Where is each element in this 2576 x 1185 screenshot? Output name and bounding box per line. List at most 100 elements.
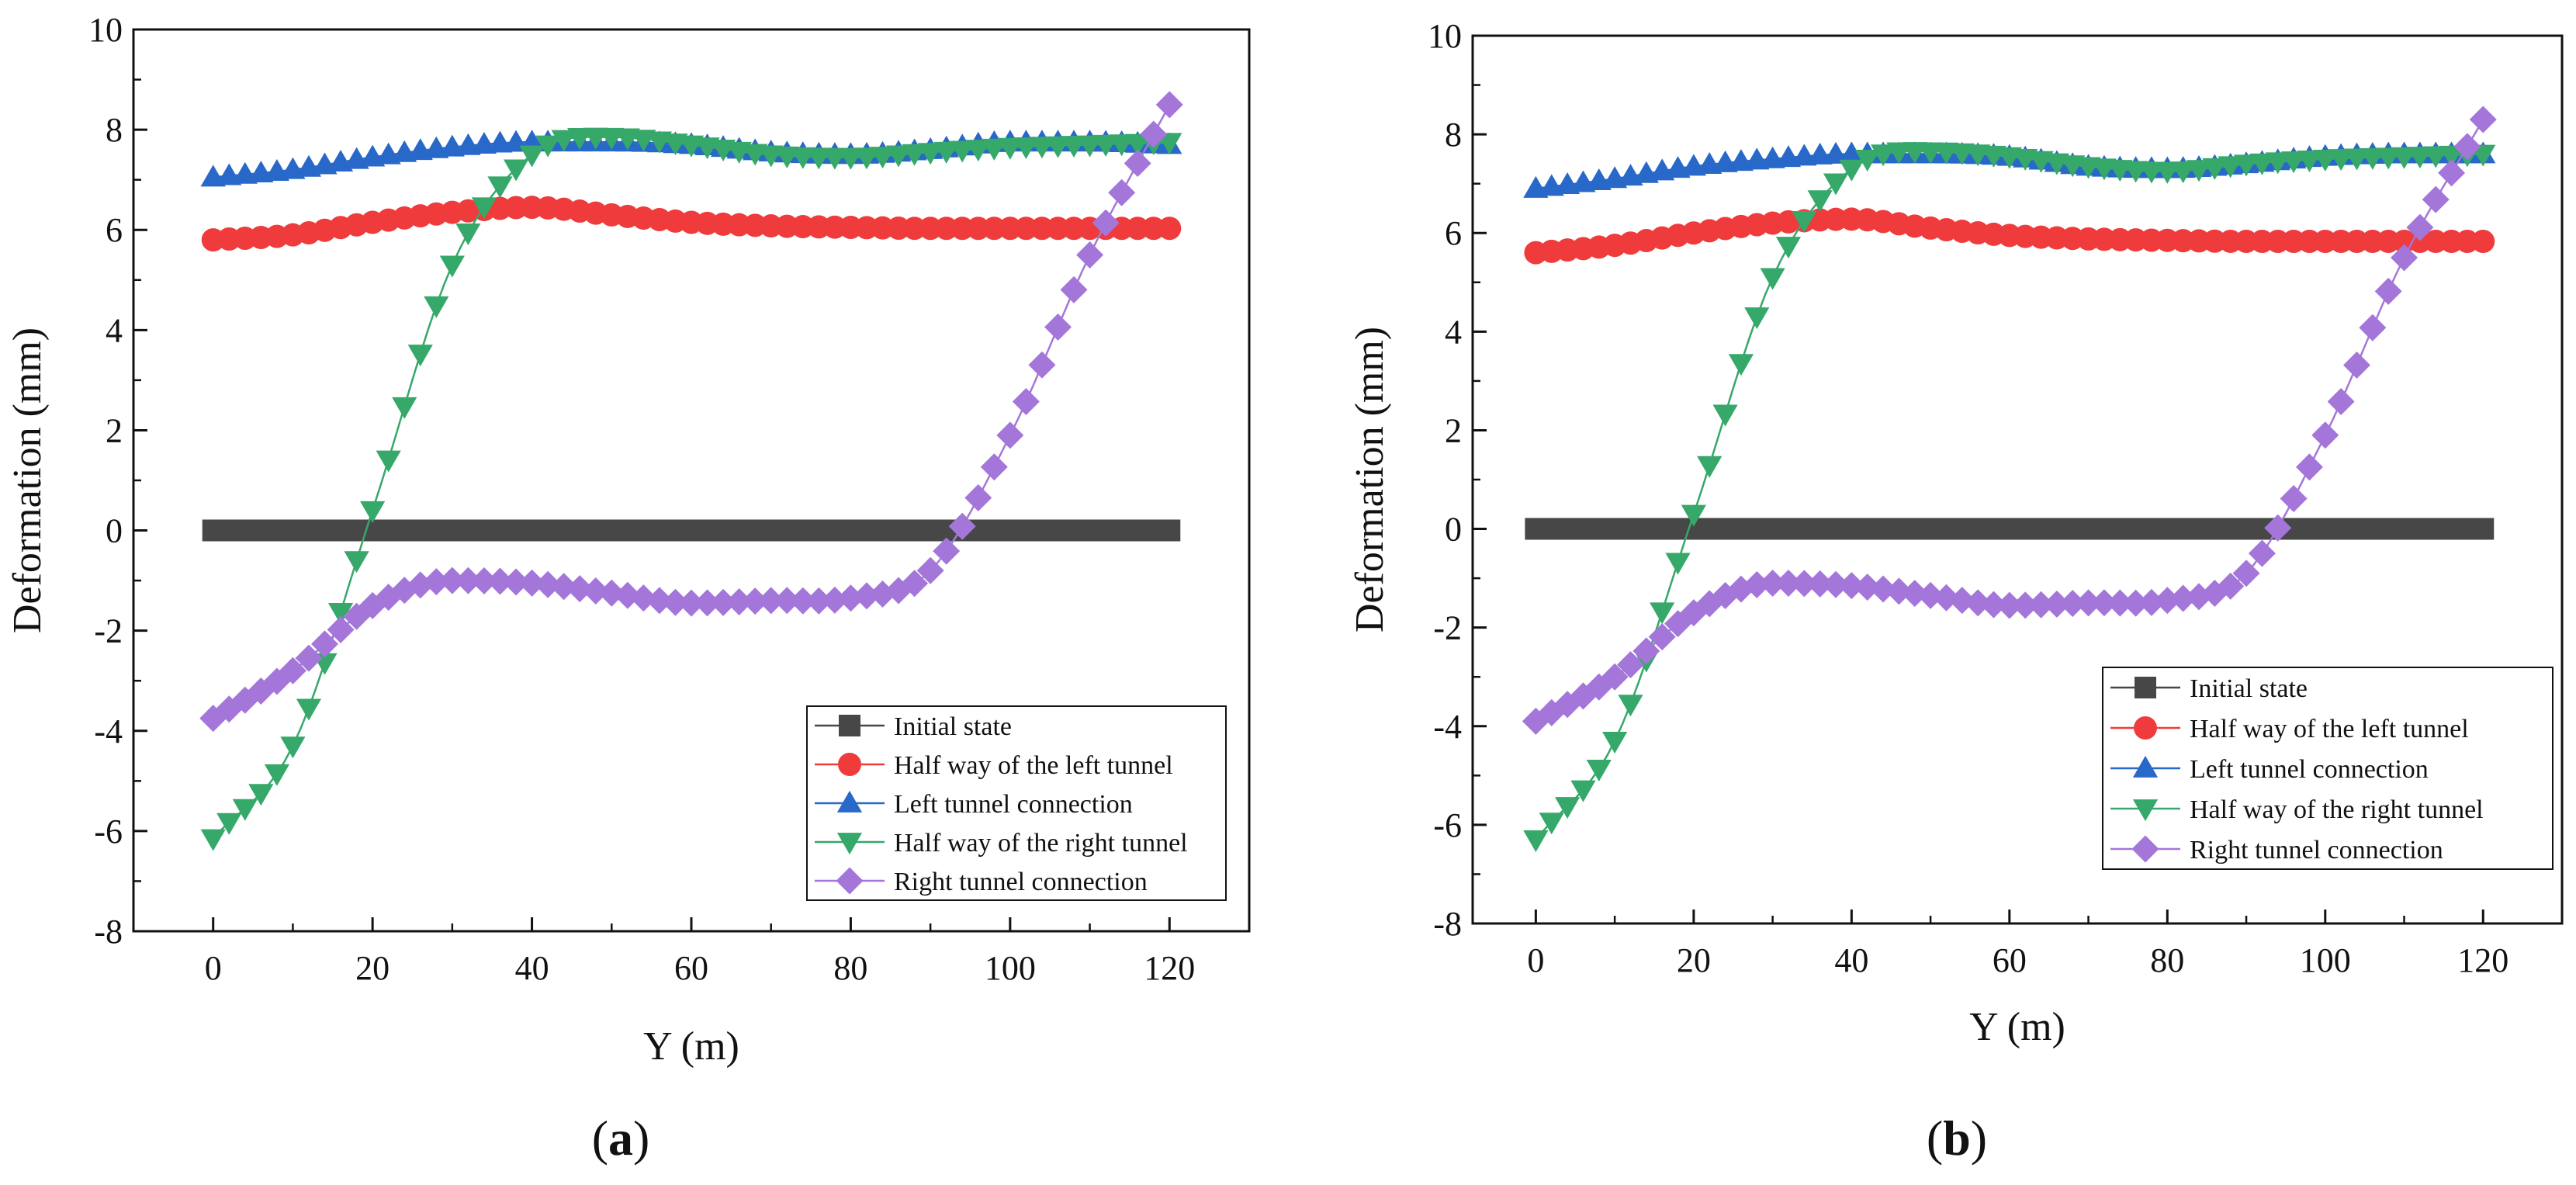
data-point-diamond [1759,569,1787,597]
data-point-triangle-down [2391,147,2417,169]
legend-item: Half way of the left tunnel [815,751,1173,780]
data-point-diamond [1869,575,1897,603]
legend-item: Left tunnel connection [2110,755,2429,784]
x-tick-label: 40 [515,949,549,987]
data-point-diamond [1822,570,1850,598]
data-point-diamond [1616,651,1644,679]
data-point-triangle-down [1045,136,1071,158]
data-point-diamond [2248,539,2276,567]
legend-marker [836,790,863,813]
data-point-diamond [2311,421,2339,449]
data-point-circle [1126,217,1150,241]
data-point-triangle-down [2360,147,2385,170]
data-point-diamond [2342,352,2370,379]
data-point-diamond [901,570,929,598]
data-point-triangle-down [200,829,226,851]
x-axis-title: Y (m) [1969,1005,2065,1049]
x-tick-label: 100 [2300,941,2351,979]
data-point-diamond [454,567,482,594]
data-point-diamond [1076,241,1104,269]
legend-marker [2132,799,2159,822]
data-point-triangle-down [280,736,306,759]
data-point-triangle-down [902,144,927,166]
data-point-diamond [2027,591,2055,618]
data-point-diamond [2217,572,2245,600]
data-point-diamond [2232,560,2260,587]
data-point-triangle-down [2280,151,2307,174]
data-point-circle [919,217,943,241]
data-point-triangle-down [2233,154,2259,177]
data-point-diamond [2453,133,2481,161]
panel-label-letter: a [608,1111,633,1166]
data-point-square [1158,519,1181,542]
data-point-diamond [582,577,610,605]
legend: Initial state Half way of the left tunnel… [806,705,1227,901]
data-point-diamond [741,587,769,615]
data-point-triangle-down [2297,151,2322,173]
data-point-triangle-down [2407,147,2432,169]
legend-label: Initial state [894,712,1012,741]
data-point-triangle-down [2218,156,2243,178]
y-tick-label: 4 [106,311,123,349]
data-point-triangle-down [853,147,880,170]
data-point-diamond [2169,584,2197,612]
y-tick-label: -4 [94,712,123,750]
data-point-diamond [2106,589,2134,617]
data-point-circle [982,217,1006,241]
data-point-triangle-down [1029,137,1055,159]
data-point-triangle-down [1013,137,1039,159]
data-point-diamond [2043,590,2071,618]
data-point-diamond [661,588,689,616]
series-initial [202,519,1181,542]
data-point-triangle-down [439,255,465,278]
legend-label: Left tunnel connection [894,790,1133,819]
data-point-triangle-down [965,140,991,162]
data-point-diamond [1012,388,1040,416]
data-point-triangle-down [1618,695,1643,717]
data-point-triangle-down [950,140,975,163]
data-point-diamond [550,573,578,601]
legend-item: Right tunnel connection [2110,835,2443,864]
legend-label: Half way of the left tunnel [894,751,1173,780]
y-tick-label: -6 [1433,806,1462,844]
series-left-half [1524,207,2495,265]
legend-label: Right tunnel connection [894,868,1148,896]
y-tick-label: 0 [1445,511,1462,549]
data-point-circle [2471,230,2495,254]
data-point-triangle-down [1760,268,1785,290]
data-point-triangle-down [1554,797,1581,819]
data-point-triangle-down [392,397,417,419]
data-point-diamond [821,586,849,614]
legend-item: Initial state [2110,674,2308,703]
data-point-diamond [1601,663,1629,691]
y-tick-label: 10 [1428,17,1462,55]
y-tick-label: -8 [1433,905,1462,943]
data-point-diamond [1964,589,1992,617]
data-point-triangle-down [1775,237,1802,259]
y-tick-label: -4 [1433,708,1462,746]
data-point-triangle-down [2439,145,2464,168]
data-point-diamond [948,512,976,540]
data-point-diamond [1854,573,1882,601]
y-tick-label: 2 [1445,411,1462,449]
data-point-triangle-down [885,145,912,168]
data-point-triangle-down [1728,354,1754,376]
y-axis-title: Deformation (mm) [5,327,50,633]
data-point-diamond [502,568,530,596]
data-point-diamond [709,588,737,616]
data-point-diamond [980,453,1008,481]
data-point-diamond [2391,244,2418,272]
data-point-circle [950,217,975,241]
data-point-diamond [566,575,594,603]
data-point-diamond [1044,313,1072,341]
data-point-triangle-down [455,223,481,246]
panel-label-open: ( [592,1111,608,1166]
data-point-triangle-down [599,127,625,150]
y-tick-label: 4 [1445,313,1462,351]
legend-label: Half way of the right tunnel [894,829,1188,858]
data-point-diamond [2058,590,2086,618]
legend-label: Half way of the right tunnel [2190,795,2484,824]
series-layer [1522,106,2497,853]
